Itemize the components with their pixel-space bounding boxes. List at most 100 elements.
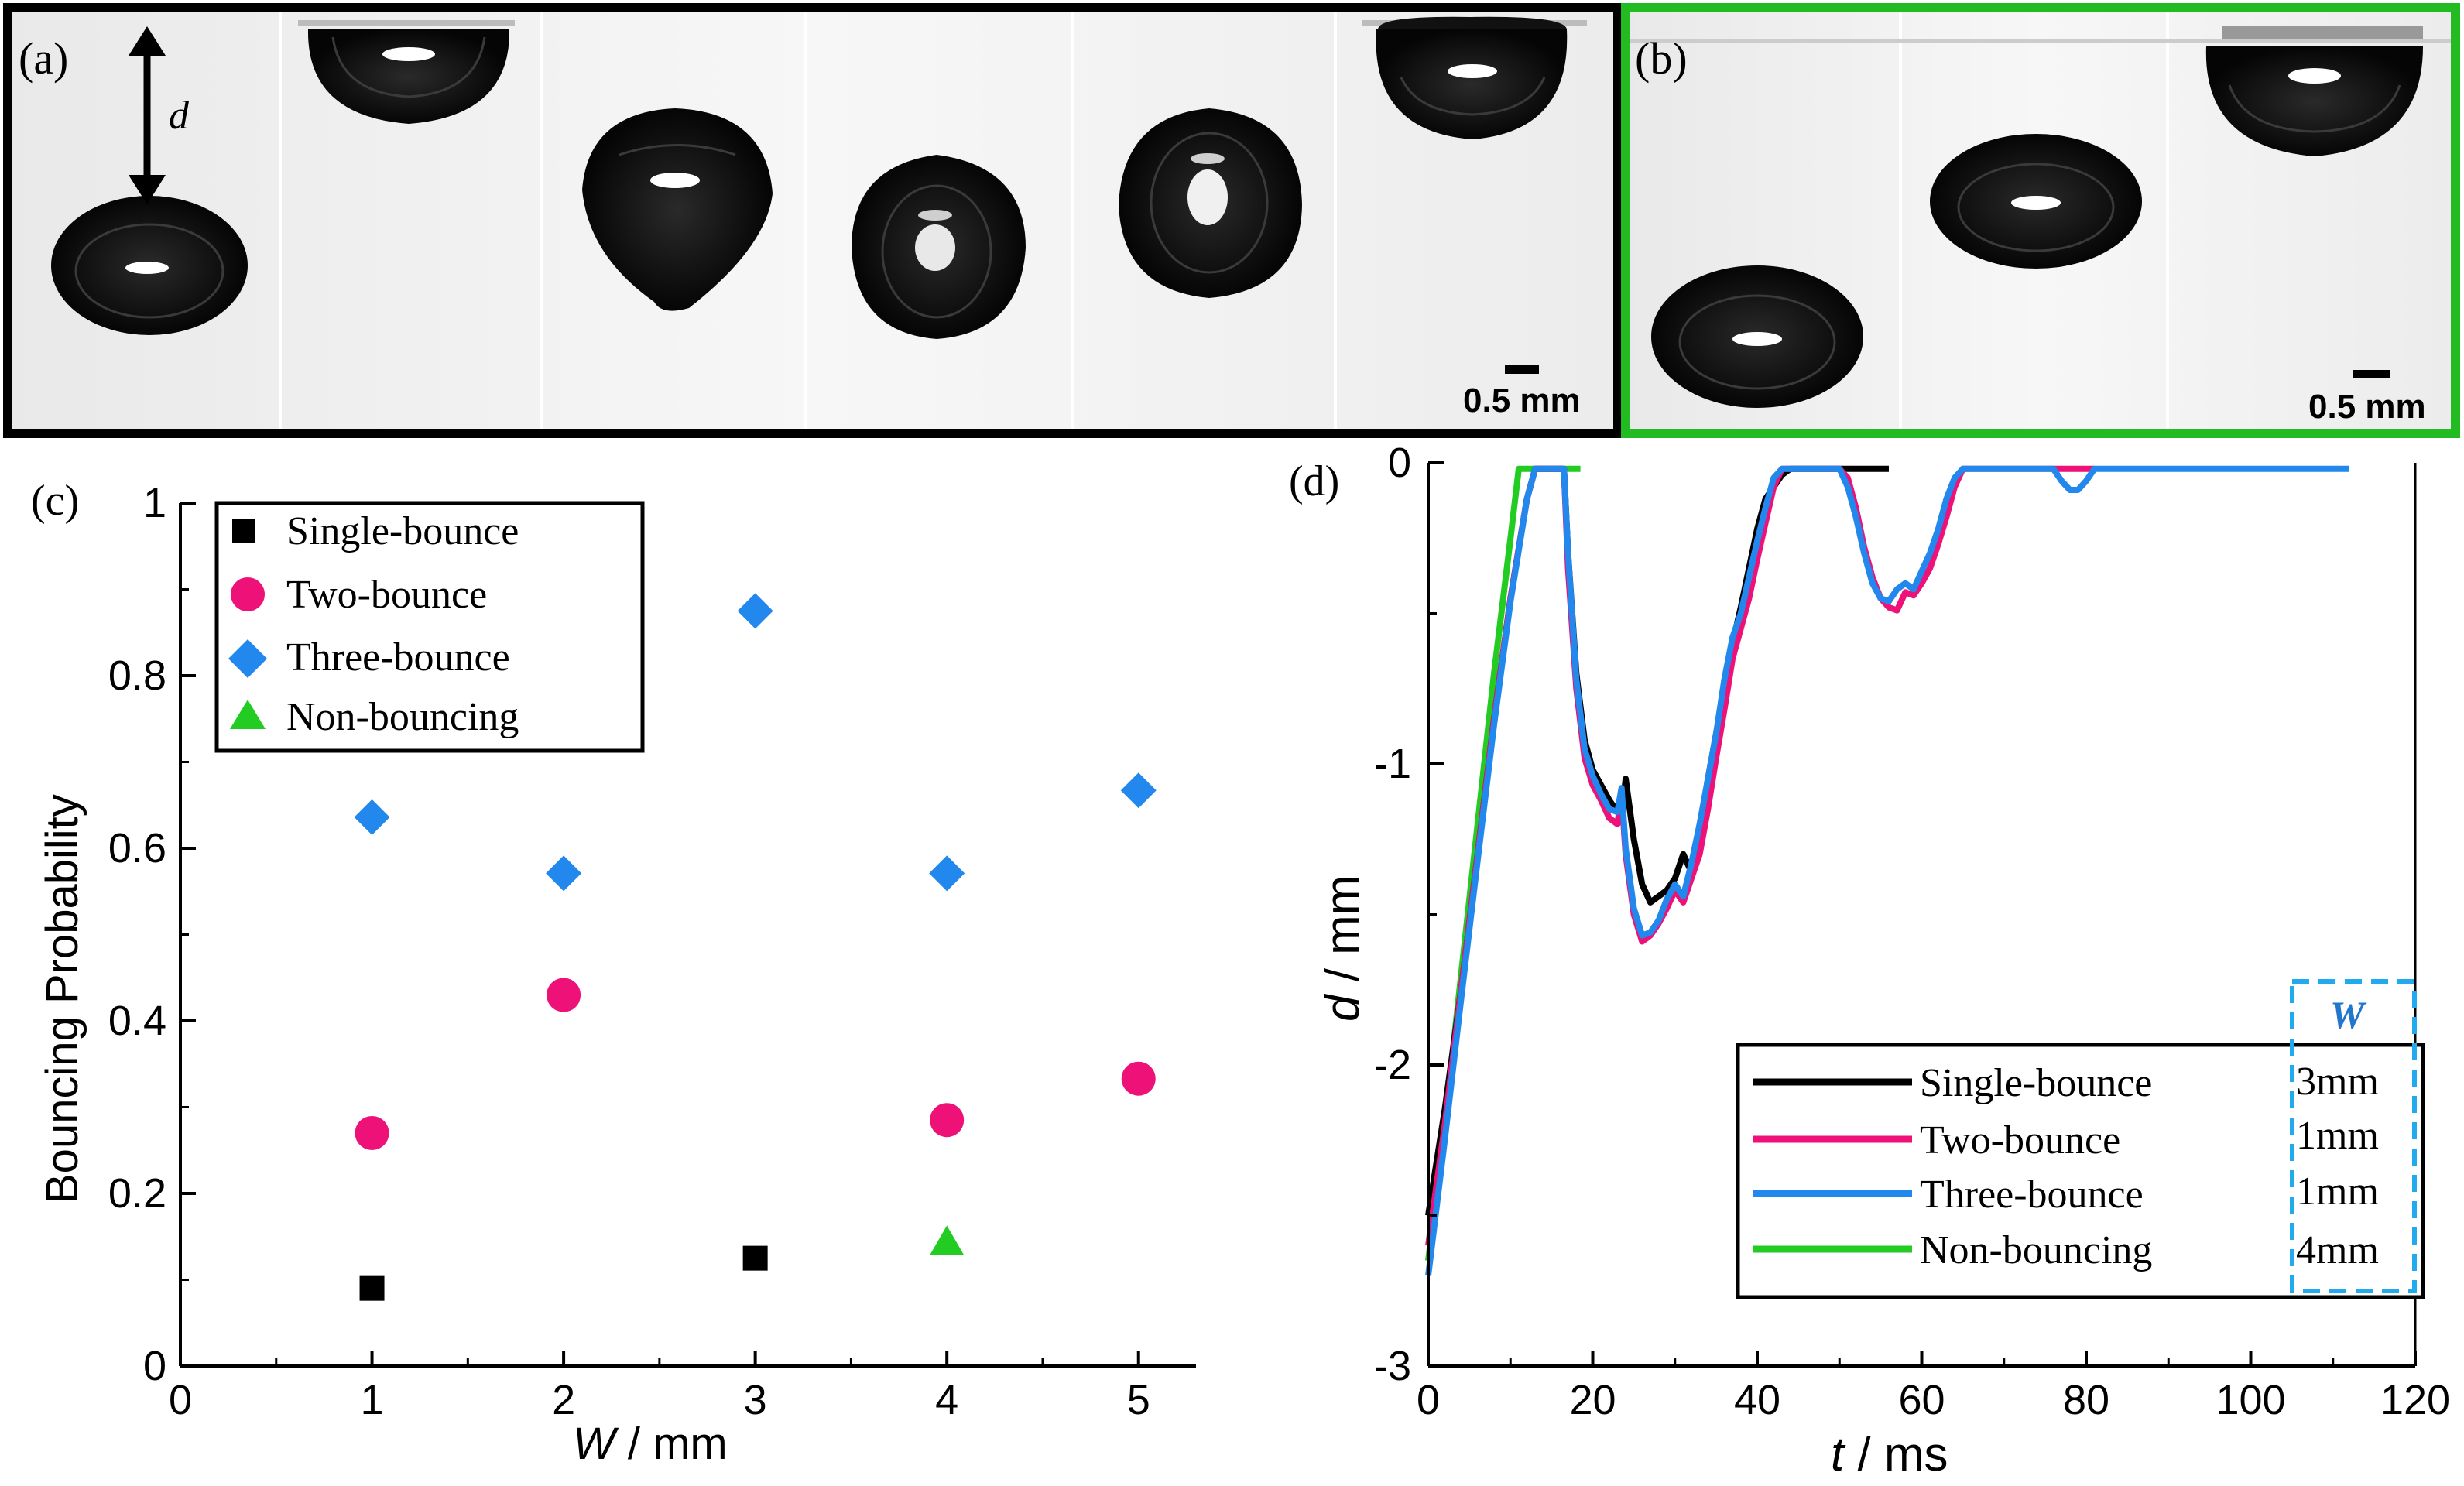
d-ytick-label: -2 bbox=[1374, 1042, 1411, 1088]
c-point-three-bounce bbox=[546, 855, 582, 892]
droplet-a3 bbox=[582, 108, 773, 311]
c-ytick-label: 0.2 bbox=[108, 1170, 166, 1217]
d-ytick-label: 0 bbox=[1388, 440, 1411, 486]
legend-label-three: Three-bounce bbox=[286, 635, 510, 680]
d-xtick-label: 40 bbox=[1734, 1377, 1780, 1423]
legend-w-title: W bbox=[2330, 993, 2367, 1036]
c-point-three-bounce bbox=[354, 799, 390, 835]
droplet-b2 bbox=[1930, 134, 2142, 269]
legend-d-label-three: Three-bounce bbox=[1920, 1173, 2144, 1217]
panel-a-frame bbox=[3, 3, 1623, 438]
c-ytick-label: 0.4 bbox=[108, 998, 166, 1044]
surface-b3 bbox=[2222, 26, 2423, 39]
droplet-a2 bbox=[307, 29, 510, 124]
d-xtick-label: 60 bbox=[1898, 1377, 1945, 1423]
c-point-single-bounce bbox=[359, 1275, 385, 1301]
panel-b-label: (b) bbox=[1635, 33, 1688, 84]
c-point-two-bounce bbox=[930, 1103, 965, 1138]
panel-d-xlabel-unit: / ms bbox=[1844, 1428, 1948, 1481]
panel-a-label: (a) bbox=[19, 33, 68, 84]
droplet-a1 bbox=[51, 196, 248, 335]
c-point-two-bounce bbox=[355, 1115, 389, 1150]
panel-d-ylabel: d / mm bbox=[1316, 875, 1369, 1022]
panel-c-xlabel: W / mm bbox=[573, 1419, 728, 1469]
d-xtick-label: 20 bbox=[1569, 1377, 1616, 1423]
droplet-a6 bbox=[1376, 16, 1568, 139]
c-xtick-label: 1 bbox=[361, 1377, 384, 1423]
panel-d-xlabel: t / ms bbox=[1831, 1428, 1948, 1481]
panel-c-ylabel: Bouncing Probability bbox=[37, 794, 87, 1204]
panel-b: (b) 0.5 mm bbox=[1621, 3, 2460, 438]
panel-d-lines bbox=[1425, 465, 2349, 1276]
c-point-two-bounce bbox=[547, 978, 581, 1012]
panel-c-label: (c) bbox=[31, 477, 79, 525]
c-xtick-label: 5 bbox=[1127, 1377, 1150, 1423]
legend-d-w-non: 4mm bbox=[2296, 1228, 2379, 1272]
c-point-non-bouncing bbox=[930, 1225, 965, 1255]
c-ytick-label: 0.8 bbox=[108, 652, 166, 699]
c-xtick-label: 4 bbox=[935, 1377, 958, 1423]
panel-b-scale-bar bbox=[2353, 370, 2390, 378]
panel-b-frame bbox=[1621, 3, 2460, 438]
legend-d-w-single: 3mm bbox=[2296, 1060, 2379, 1104]
droplet-a4 bbox=[852, 155, 1026, 339]
panel-d-ylabel-var: d bbox=[1316, 993, 1369, 1022]
c-xtick-label: 0 bbox=[169, 1377, 192, 1423]
panel-b-frame-dividers bbox=[1899, 9, 2169, 432]
c-point-three-bounce bbox=[1120, 772, 1157, 809]
legend-marker-two bbox=[231, 577, 265, 611]
c-point-two-bounce bbox=[1121, 1061, 1156, 1096]
c-ytick-label: 1 bbox=[143, 480, 166, 526]
legend-marker-three bbox=[228, 639, 267, 678]
panel-c-xlabel-var: W bbox=[573, 1419, 619, 1469]
c-point-single-bounce bbox=[742, 1245, 768, 1271]
c-xtick-label: 3 bbox=[744, 1377, 767, 1423]
panel-a-frame-dividers bbox=[279, 9, 1337, 432]
legend-d-w-three: 1mm bbox=[2296, 1169, 2379, 1214]
panel-c: (c) 0 1 2 3 4 5 0 0.2 0.4 0.6 0.8 1 Bouncing Probab… bbox=[31, 477, 1196, 1469]
panel-a-background bbox=[8, 8, 1618, 433]
panel-d-legend-box bbox=[1736, 1043, 2425, 1299]
panel-d-label: (d) bbox=[1289, 457, 1339, 505]
legend-label-two: Two-bounce bbox=[286, 573, 487, 617]
d-xtick-label: 80 bbox=[2063, 1377, 2109, 1423]
d-line-three-bounce bbox=[1425, 465, 2349, 1276]
panel-c-legend: Single-bounce Two-bounce Three-bounce No… bbox=[214, 501, 645, 753]
panel-b-scale-label: 0.5 mm bbox=[2308, 388, 2426, 426]
panel-a-scale-label: 0.5 mm bbox=[1463, 382, 1581, 419]
d-ytick-label: -3 bbox=[1374, 1343, 1411, 1389]
c-point-three-bounce bbox=[929, 855, 965, 892]
legend-d-label-non: Non-bouncing bbox=[1920, 1228, 2152, 1272]
legend-marker-single bbox=[232, 519, 255, 543]
panel-d: (d) 0 20 40 60 80 100 120 -3 -2 -1 0 d / mm t / ms… bbox=[1289, 440, 2450, 1481]
d-xtick-label: 0 bbox=[1417, 1377, 1440, 1423]
panel-d-axes: 0 20 40 60 80 100 120 -3 -2 -1 0 bbox=[1374, 440, 2450, 1423]
droplet-b1 bbox=[1651, 265, 1863, 408]
panel-c-axes: 0 1 2 3 4 5 0 0.2 0.4 0.6 0.8 1 bbox=[108, 480, 1196, 1423]
panel-a: d (a) 0.5 mm bbox=[3, 3, 1623, 438]
d-ytick-label: -1 bbox=[1374, 741, 1411, 787]
panel-a-scale-bar bbox=[1505, 365, 1539, 374]
panel-c-marks bbox=[354, 593, 1157, 1301]
d-xtick-label: 120 bbox=[2380, 1377, 2450, 1423]
droplet-a5 bbox=[1119, 108, 1302, 298]
legend-label-non: Non-bouncing bbox=[286, 695, 519, 739]
c-point-three-bounce bbox=[737, 593, 773, 629]
legend-d-w-two: 1mm bbox=[2296, 1114, 2379, 1158]
panel-c-legend-box bbox=[214, 501, 645, 753]
c-xtick-label: 2 bbox=[552, 1377, 575, 1423]
panel-d-ylabel-unit: / mm bbox=[1316, 875, 1369, 995]
panel-d-legend: W Single-bounce 3mm Two-bounce 1mm Three… bbox=[1736, 979, 2425, 1299]
panel-d-w-box bbox=[2290, 979, 2417, 1293]
d-line-non-bouncing bbox=[1425, 465, 1581, 1262]
panel-c-xlabel-unit: / mm bbox=[615, 1419, 728, 1469]
surface-a2 bbox=[298, 20, 515, 26]
d-xtick-label: 100 bbox=[2216, 1377, 2285, 1423]
surface-b bbox=[1630, 39, 2454, 43]
d-arrow bbox=[129, 26, 166, 204]
droplet-b3 bbox=[2205, 46, 2423, 156]
legend-d-label-single: Single-bounce bbox=[1920, 1061, 2152, 1105]
legend-d-label-two: Two-bounce bbox=[1920, 1118, 2120, 1162]
c-ytick-label: 0.6 bbox=[108, 825, 166, 871]
